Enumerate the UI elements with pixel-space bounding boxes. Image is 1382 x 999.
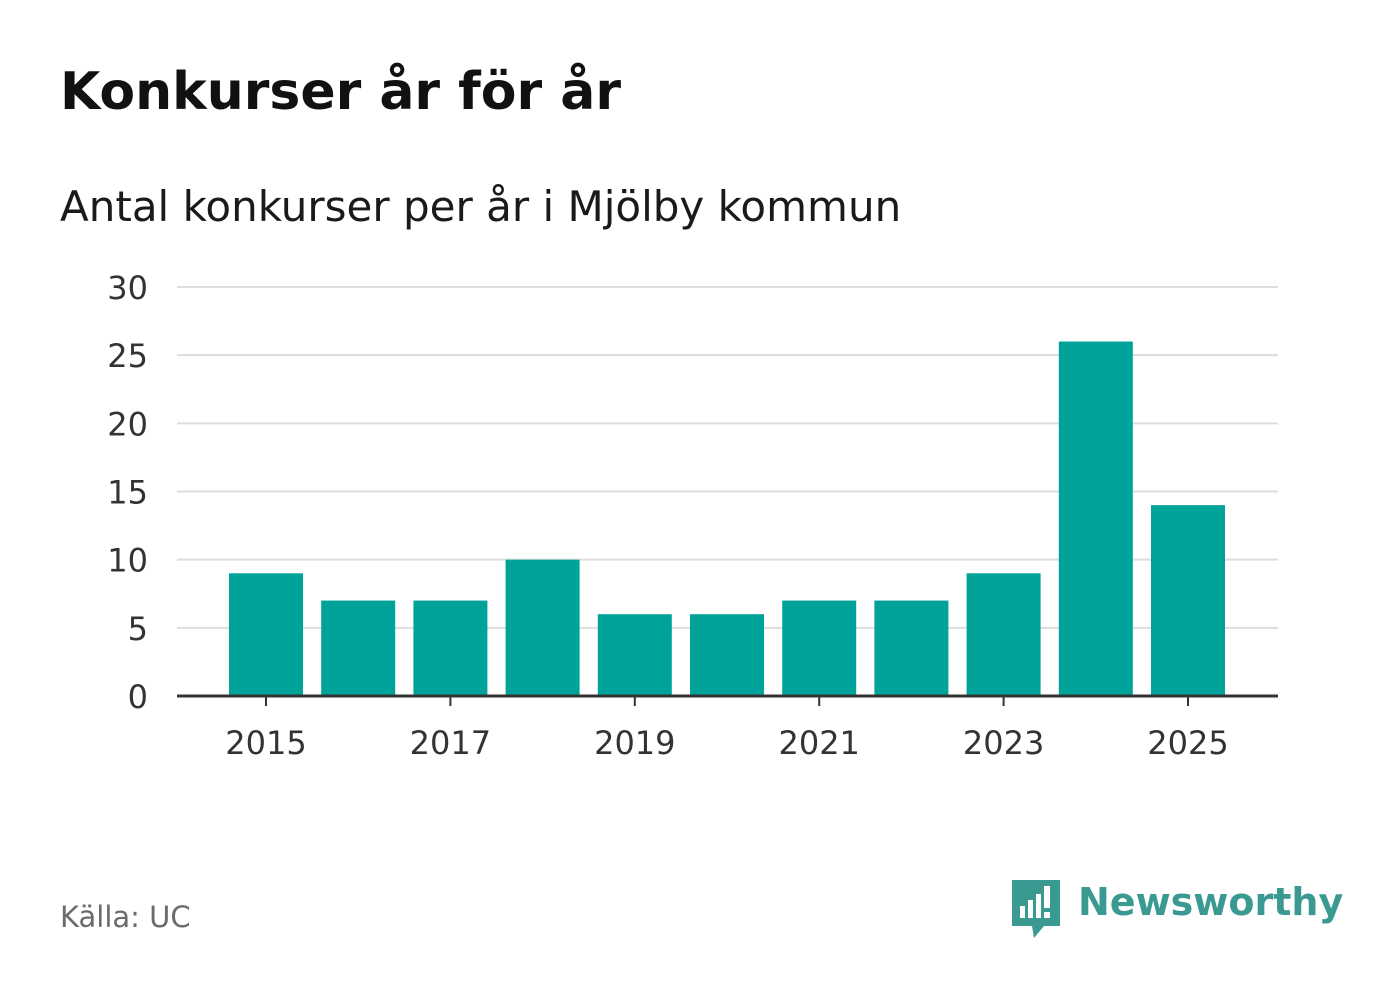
newsworthy-logo-icon [1012,880,1060,938]
y-tick-label: 10 [107,542,148,580]
chart-title: Konkurser år för år [60,62,622,122]
y-tick-label: 15 [107,474,148,512]
y-axis-tick-labels: 0 5 10 15 20 25 30 [107,269,148,716]
bar-2020 [690,614,764,696]
brand-name: Newsworthy [1078,880,1344,924]
bar-2019 [597,614,672,696]
x-axis-tick-labels: 2015 2017 2019 2021 2023 2025 [225,724,1228,762]
bar-2018 [505,559,580,696]
bar-2021 [782,600,857,696]
bar-2015 [229,573,303,696]
source-note: Källa: UC [60,900,191,934]
y-tick-label: 0 [128,678,148,716]
bars [229,341,1225,696]
bar-2023 [966,573,1041,696]
y-tick-label: 5 [128,610,148,648]
x-tick-label: 2023 [963,724,1044,762]
bar-2024 [1058,341,1133,696]
bar-2025 [1151,505,1225,696]
y-tick-label: 25 [107,337,148,375]
x-tick-label: 2021 [778,724,859,762]
x-tick-label: 2025 [1147,724,1228,762]
bar-2022 [874,600,949,696]
x-tick-label: 2019 [594,724,675,762]
x-tick-label: 2015 [225,724,306,762]
bar-2017 [413,600,488,696]
x-tick-label: 2017 [410,724,491,762]
bar-2016 [321,600,396,696]
y-tick-label: 30 [107,269,148,307]
x-axis [177,694,1278,706]
chart-subtitle: Antal konkurser per år i Mjölby kommun [60,182,902,231]
y-tick-label: 20 [107,405,148,443]
brand: Newsworthy [1010,878,1343,942]
